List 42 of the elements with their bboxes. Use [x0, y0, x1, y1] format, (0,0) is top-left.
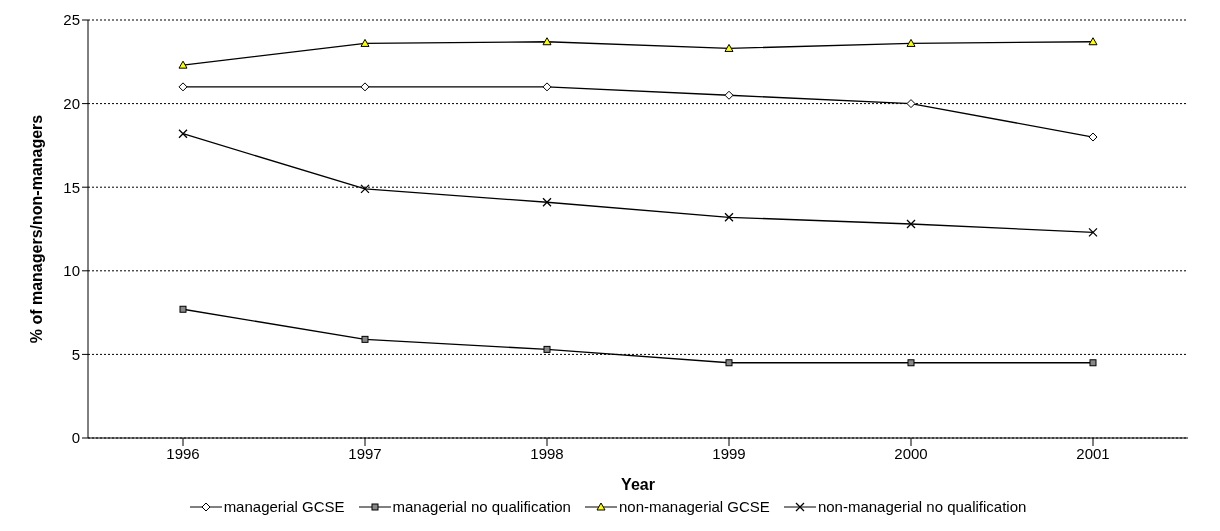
legend-label: managerial no qualification — [391, 498, 571, 515]
point — [724, 43, 734, 52]
y-axis-title: % of managers/non-managers — [27, 114, 45, 344]
point — [1089, 359, 1097, 367]
x-axis-title: Year — [621, 476, 655, 493]
x-tick-label: 1997 — [348, 444, 382, 462]
y-tick-label: 20 — [63, 94, 80, 112]
point — [178, 82, 188, 92]
legend-label: non-managerial GCSE — [617, 498, 770, 515]
point — [1088, 132, 1098, 142]
point — [361, 335, 369, 343]
y-tick-label: 5 — [71, 345, 80, 363]
point — [1088, 227, 1098, 237]
point — [1088, 37, 1098, 46]
point — [360, 38, 370, 47]
point — [543, 345, 551, 353]
point — [542, 197, 552, 207]
point — [725, 359, 733, 367]
point — [542, 82, 552, 92]
point — [178, 129, 188, 139]
legend-label: managerial GCSE — [222, 498, 345, 515]
point — [906, 219, 916, 229]
y-tick-label: 0 — [71, 429, 80, 447]
point — [178, 60, 188, 69]
y-tick-label: 10 — [63, 262, 80, 280]
legend-label: non-managerial no qualification — [816, 498, 1027, 515]
y-tick-label: 25 — [63, 11, 80, 29]
x-tick-label: 2001 — [1076, 444, 1110, 462]
point — [906, 99, 916, 109]
x-tick-label: 1996 — [166, 444, 200, 462]
point — [542, 37, 552, 46]
y-tick-label: 15 — [63, 178, 80, 196]
point — [907, 359, 915, 367]
point — [724, 90, 734, 100]
point — [906, 38, 916, 47]
x-tick-label: 1998 — [530, 444, 564, 462]
point — [360, 184, 370, 194]
point — [724, 212, 734, 222]
point — [360, 82, 370, 92]
x-tick-label: 1999 — [712, 444, 746, 462]
x-tick-label: 2000 — [894, 444, 928, 462]
point — [179, 305, 187, 313]
